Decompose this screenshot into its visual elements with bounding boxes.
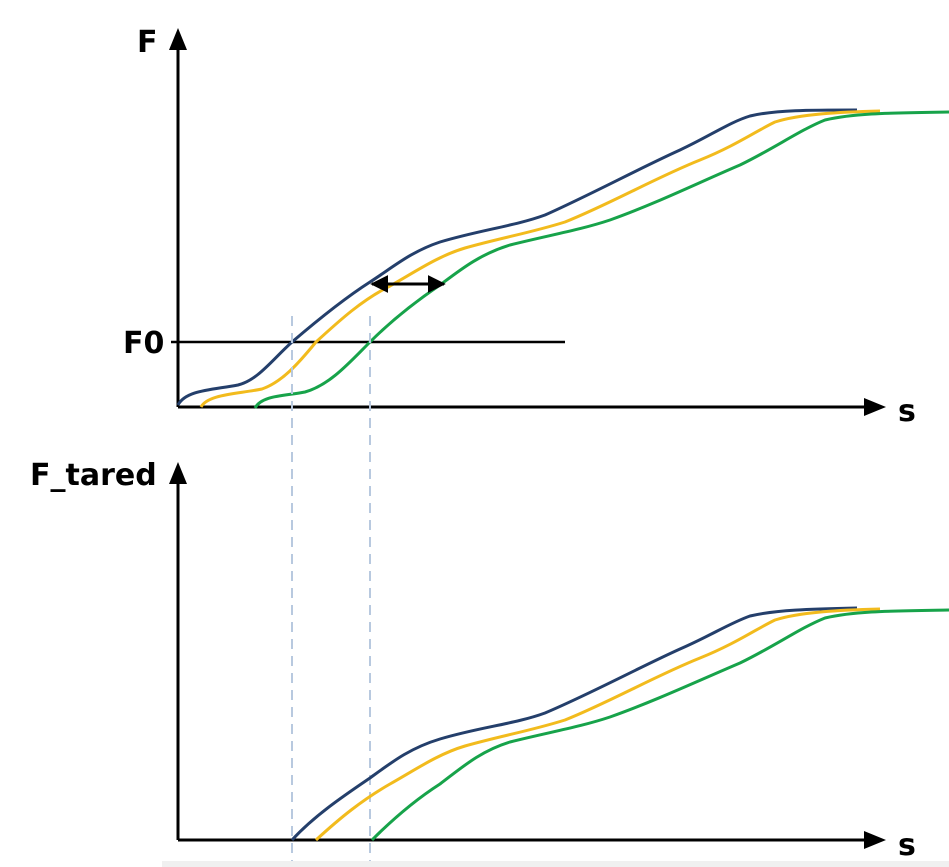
top-panel: F s F0 [123, 25, 949, 429]
bottom-x-axis-arrowhead [864, 831, 886, 849]
bottom-curve-3 [370, 608, 949, 842]
bottom-y-axis-label: F_tared [30, 458, 157, 493]
bottom-strip [162, 861, 949, 867]
top-curve-3 [253, 110, 949, 409]
top-curve-1 [176, 108, 858, 406]
top-x-axis-arrowhead [864, 398, 886, 416]
top-x-axis-label: s [898, 394, 916, 429]
bottom-y-axis-arrowhead [169, 462, 187, 484]
top-y-axis-arrowhead [169, 28, 187, 50]
bottom-curve-2 [314, 607, 881, 842]
threshold-label: F0 [123, 326, 164, 361]
bottom-curve-1 [290, 606, 858, 842]
bottom-x-axis-label: s [898, 828, 916, 863]
top-curve-2 [199, 109, 881, 408]
top-y-axis-label: F [137, 25, 158, 60]
bottom-panel: F_tared s [30, 458, 949, 863]
